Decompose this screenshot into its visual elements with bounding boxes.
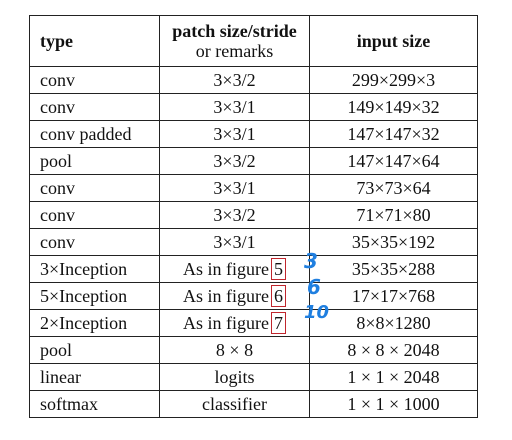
cell-type: conv — [29, 201, 160, 229]
figure-number-box: 6 — [270, 285, 286, 307]
architecture-table-container: type patch size/stride or remarks input … — [29, 15, 478, 418]
cell-patch: 3×3/1 — [159, 228, 310, 256]
table-row: conv 3×3/1 149×149×32 — [29, 93, 478, 121]
figure-number-box: 5 — [270, 258, 286, 280]
table-header-row: type patch size/stride or remarks input … — [29, 15, 478, 67]
handwritten-note-3: 3 — [304, 249, 318, 273]
cell-patch: 3×3/2 — [159, 66, 310, 94]
table-row: conv 3×3/2 299×299×3 — [29, 66, 478, 94]
cell-type: pool — [29, 147, 160, 175]
cell-input: 8×8×1280 — [309, 309, 478, 337]
cell-patch: classifier — [159, 390, 310, 418]
table-row: conv 3×3/1 35×35×192 — [29, 228, 478, 256]
figure-number-box: 7 — [270, 312, 286, 334]
table-row: conv 3×3/2 71×71×80 — [29, 201, 478, 229]
cell-patch: 8 × 8 — [159, 336, 310, 364]
cell-input: 147×147×64 — [309, 147, 478, 175]
table-row: 2×Inception As in figure 7 8×8×1280 — [29, 309, 478, 337]
header-patch-line1: patch size/stride — [172, 21, 297, 41]
cell-patch: 3×3/1 — [159, 174, 310, 202]
cell-type: linear — [29, 363, 160, 391]
cell-type: 2×Inception — [29, 309, 160, 337]
cell-input: 1 × 1 × 1000 — [309, 390, 478, 418]
cell-patch: As in figure 7 — [159, 309, 310, 337]
cell-patch: As in figure 6 — [159, 282, 310, 310]
table-row: conv padded 3×3/1 147×147×32 — [29, 120, 478, 148]
cell-type: 3×Inception — [29, 255, 160, 283]
figure-reference-text: As in figure — [183, 259, 269, 279]
cell-input: 149×149×32 — [309, 93, 478, 121]
cell-type: 5×Inception — [29, 282, 160, 310]
cell-patch: 3×3/1 — [159, 120, 310, 148]
cell-type: conv — [29, 93, 160, 121]
table-row: 5×Inception As in figure 6 17×17×768 — [29, 282, 478, 310]
cell-type: conv — [29, 66, 160, 94]
table-row: pool 8 × 8 8 × 8 × 2048 — [29, 336, 478, 364]
architecture-table: type patch size/stride or remarks input … — [29, 15, 478, 418]
cell-patch: As in figure 5 — [159, 255, 310, 283]
table-row: softmax classifier 1 × 1 × 1000 — [29, 390, 478, 418]
cell-input: 299×299×3 — [309, 66, 478, 94]
cell-patch: 3×3/2 — [159, 147, 310, 175]
cell-type: softmax — [29, 390, 160, 418]
header-input: input size — [309, 15, 478, 67]
header-patch: patch size/stride or remarks — [159, 15, 310, 67]
table-row: pool 3×3/2 147×147×64 — [29, 147, 478, 175]
cell-patch: logits — [159, 363, 310, 391]
cell-input: 1 × 1 × 2048 — [309, 363, 478, 391]
cell-input: 71×71×80 — [309, 201, 478, 229]
cell-input: 147×147×32 — [309, 120, 478, 148]
cell-type: conv — [29, 174, 160, 202]
cell-patch: 3×3/1 — [159, 93, 310, 121]
cell-type: conv — [29, 228, 160, 256]
cell-input: 73×73×64 — [309, 174, 478, 202]
figure-reference-text: As in figure — [183, 313, 269, 333]
handwritten-note-6: 6 — [307, 275, 321, 299]
cell-input: 35×35×192 — [309, 228, 478, 256]
cell-patch: 3×3/2 — [159, 201, 310, 229]
figure-reference-text: As in figure — [183, 286, 269, 306]
cell-input: 35×35×288 — [309, 255, 478, 283]
header-type: type — [29, 15, 160, 67]
cell-type: conv padded — [29, 120, 160, 148]
cell-input: 8 × 8 × 2048 — [309, 336, 478, 364]
cell-type: pool — [29, 336, 160, 364]
header-patch-line2: or remarks — [195, 41, 274, 61]
cell-input: 17×17×768 — [309, 282, 478, 310]
table-row: conv 3×3/1 73×73×64 — [29, 174, 478, 202]
table-row: linear logits 1 × 1 × 2048 — [29, 363, 478, 391]
handwritten-note-10: 10 — [304, 302, 330, 323]
table-row: 3×Inception As in figure 5 35×35×288 — [29, 255, 478, 283]
